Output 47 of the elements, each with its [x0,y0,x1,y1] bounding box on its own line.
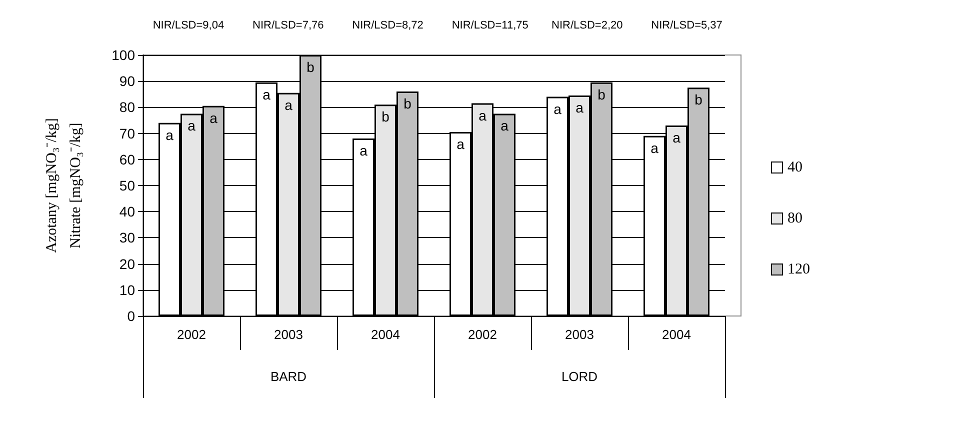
data-label: a [456,136,465,152]
x-tick-label: 2004 [662,327,691,342]
legend-label: 40 [788,160,802,176]
y-tick-label: 90 [119,73,136,90]
y-tick-label: 40 [119,204,136,220]
data-label: a [166,126,174,143]
data-label: b [382,108,390,125]
data-label: b [306,59,315,75]
data-label: a [188,118,196,134]
y-tick-label: 30 [119,230,136,246]
y-tick-label: 60 [119,151,136,168]
x-tick-label: 2003 [274,327,303,342]
text: NIR/LSD=7,76 [252,20,324,32]
data-label: b [404,96,412,112]
data-label: a [672,129,681,146]
x-tick-label: 2002 [468,327,497,342]
text: NIR/LSD=2,20 [552,20,623,32]
data-label: a [210,110,218,126]
data-label: b [598,86,606,102]
x-tick-label: 2003 [565,327,594,342]
data-label: a [576,99,584,116]
data-label: a [650,140,659,156]
data-label: a [262,86,271,102]
data-label: a [478,107,487,124]
y-tick-label: 80 [119,99,136,116]
text: NIR/LSD=11,75 [452,20,528,32]
y-tick-label: 20 [119,256,136,272]
y-axis-title: Azotany [mgNO₃⁻/kg] Nitrate [mgNO₃⁻/kg] [44,118,84,253]
data-label: a [554,100,562,117]
data-label: a [360,142,368,159]
text: NIR/LSD=5,37 [651,20,722,32]
y-tick-label: 100 [112,47,136,63]
text: NIR/LSD=9,04 [152,20,224,32]
y-tick-label: 0 [127,308,136,324]
data-label: a [500,118,509,134]
y-tick-label: 70 [119,125,136,142]
y-tick-label: 10 [119,282,136,298]
legend-label: 80 [788,210,802,226]
text: BARD [270,369,307,384]
text: LORD [561,369,598,384]
x-tick-label: 2004 [371,327,400,342]
data-label: a [284,96,293,113]
data-label: b [694,92,703,108]
x-tick-label: 2002 [177,327,206,342]
legend-label: 120 [788,262,810,278]
text: NIR/LSD=8,72 [352,20,424,32]
y-tick-label: 50 [119,178,136,194]
